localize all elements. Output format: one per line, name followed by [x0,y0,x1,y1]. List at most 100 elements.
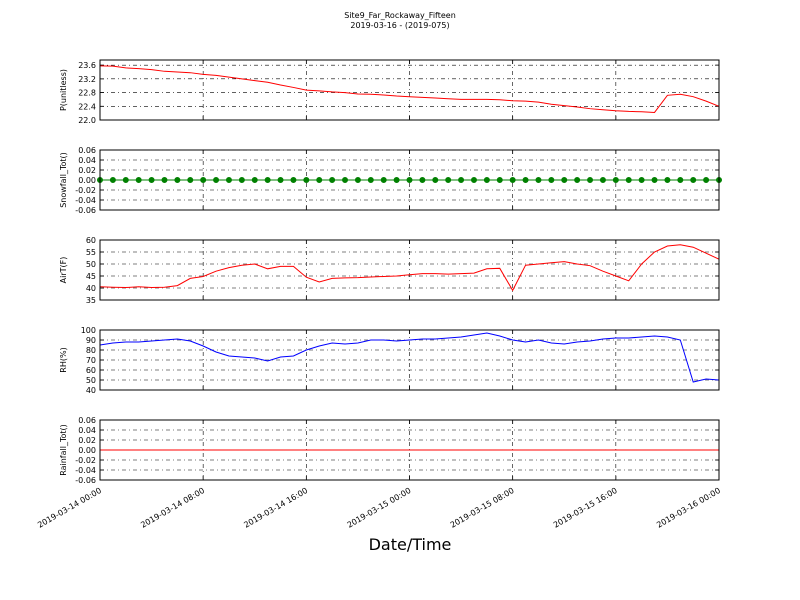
y-tick-label: -0.02 [75,186,96,195]
data-point [109,177,116,183]
y-axis-label: AirT(F) [59,257,68,284]
data-point [535,177,542,183]
y-tick-label: 0.00 [78,176,96,185]
data-point [251,177,258,183]
data-point [277,177,284,183]
y-axis-label: P(unitless) [59,69,68,111]
data-point [354,177,361,183]
y-tick-label: 40 [86,386,96,395]
axes-frame [99,329,720,391]
y-tick-label: -0.04 [75,466,96,475]
data-point [522,177,529,183]
data-point [238,177,245,183]
x-tick-label: 2019-03-16 00:00 [655,486,722,530]
y-tick-label: 0.04 [78,426,96,435]
x-axis-label: Date/Time [369,535,452,554]
data-point [290,177,297,183]
x-tick-label: 2019-03-14 16:00 [242,486,309,530]
data-point [264,177,271,183]
x-tick-label: 2019-03-15 16:00 [552,486,619,530]
y-tick-label: 55 [86,248,96,257]
chart-subtitle: 2019-03-16 - (2019-075) [350,21,449,30]
data-point [548,177,555,183]
y-tick-label: 45 [86,272,96,281]
data-point [690,177,697,183]
y-tick-label: 70 [86,356,96,365]
data-point [213,177,220,183]
y-tick-label: 35 [86,296,96,305]
x-tick-label: 2019-03-14 08:00 [139,486,206,530]
data-point [367,177,374,183]
y-tick-label: 100 [81,326,96,335]
y-tick-label: 60 [86,236,96,245]
data-point [316,177,323,183]
y-axis-label: RH(%) [59,347,68,372]
x-tick-label: 2019-03-15 08:00 [449,486,516,530]
axes-frame [99,149,720,211]
data-point [561,177,568,183]
data-point [200,177,207,183]
y-tick-label: -0.06 [75,206,96,215]
y-tick-label: 22.8 [78,89,96,98]
x-tick-label: 2019-03-15 00:00 [346,486,413,530]
data-point [393,177,400,183]
y-tick-label: -0.06 [75,476,96,485]
x-tick-label: 2019-03-14 00:00 [36,486,103,530]
data-point [703,177,710,183]
data-point [419,177,426,183]
data-line [99,65,720,113]
data-line [99,244,720,292]
axes-frame [99,59,720,121]
y-tick-label: 60 [86,366,96,375]
y-tick-label: 0.06 [78,416,96,425]
data-point [625,177,632,183]
y-tick-label: 0.06 [78,146,96,155]
y-tick-label: 22.4 [78,102,96,111]
y-tick-label: 23.2 [78,75,96,84]
data-point [174,177,181,183]
data-point [161,177,168,183]
data-point [599,177,606,183]
axes-frame [99,239,720,301]
data-point [509,177,516,183]
axes-frame [99,419,720,481]
y-tick-label: 0.02 [78,436,96,445]
y-axis-label: Rainfall_Tot() [59,424,68,476]
data-point [122,177,129,183]
data-point [612,177,619,183]
data-point [135,177,142,183]
data-point [470,177,477,183]
data-point [664,177,671,183]
data-point [574,177,581,183]
data-point [225,177,232,183]
y-tick-label: 50 [86,376,96,385]
data-point [303,177,310,183]
data-point [483,177,490,183]
y-axis-label: Snowfall_Tot() [59,152,68,208]
y-tick-label: 40 [86,284,96,293]
chart-title: Site9_Far_Rockaway_Fifteen [344,11,456,20]
data-point [342,177,349,183]
data-point [380,177,387,183]
y-tick-label: 50 [86,260,96,269]
data-point [329,177,336,183]
data-point [496,177,503,183]
data-point [187,177,194,183]
y-tick-label: -0.04 [75,196,96,205]
y-tick-label: 90 [86,336,96,345]
data-point [432,177,439,183]
data-point [445,177,452,183]
y-tick-label: 0.04 [78,156,96,165]
data-point [677,177,684,183]
data-point [148,177,155,183]
data-line [99,332,720,383]
data-point [458,177,465,183]
data-point [406,177,413,183]
y-tick-label: 22.0 [78,116,96,125]
y-tick-label: -0.02 [75,456,96,465]
y-tick-label: 0.00 [78,446,96,455]
y-tick-label: 0.02 [78,166,96,175]
data-point [651,177,658,183]
